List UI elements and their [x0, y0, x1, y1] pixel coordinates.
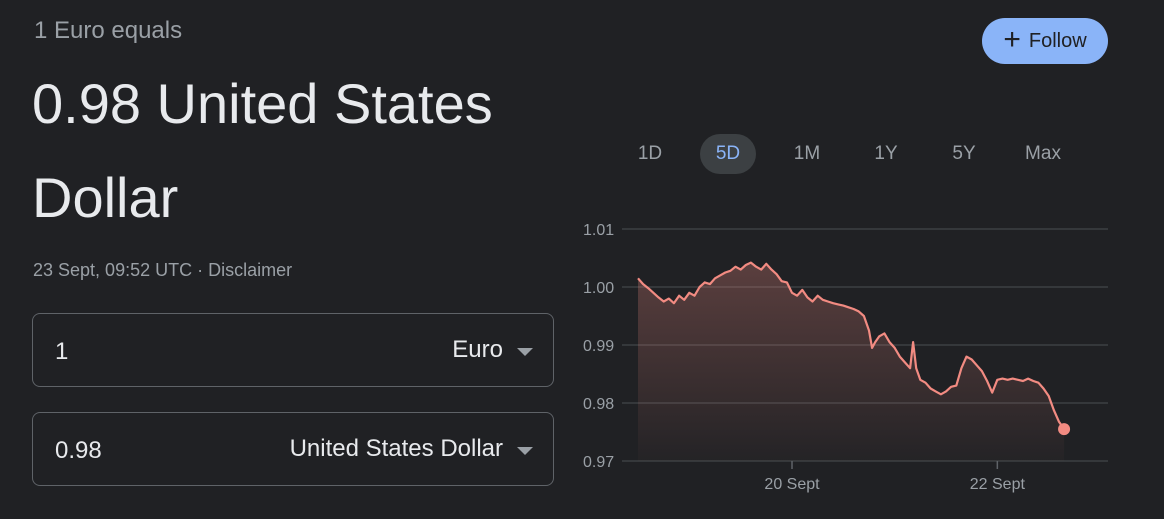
subtitle: 1 Euro equals: [34, 17, 183, 44]
to-currency-select[interactable]: United States Dollar: [289, 435, 503, 462]
to-amount-input[interactable]: 0.98: [55, 437, 102, 464]
range-tab-5y[interactable]: 5Y: [952, 143, 976, 164]
range-tab-1y[interactable]: 1Y: [874, 143, 898, 164]
series-line: [637, 261, 1066, 430]
y-tick-label: 0.98: [583, 396, 614, 413]
y-tick-label: 0.99: [583, 338, 614, 355]
plus-icon: +: [1003, 22, 1021, 56]
from-currency-field[interactable]: 1 Euro: [32, 313, 554, 387]
follow-label: Follow: [1028, 29, 1087, 52]
range-tab-1d[interactable]: 1D: [637, 143, 663, 164]
chevron-down-icon[interactable]: [517, 447, 533, 455]
series-area: [638, 262, 1065, 461]
follow-button[interactable]: + Follow: [982, 18, 1108, 64]
y-tick-label: 1.01: [583, 222, 614, 239]
x-tick-label: 22 Sept: [970, 476, 1026, 493]
timestamp: 23 Sept, 09:52 UTC: [33, 260, 193, 280]
disclaimer-link[interactable]: Disclaimer: [208, 260, 293, 280]
y-tick-label: 1.00: [583, 280, 614, 297]
x-tick-label: 20 Sept: [764, 476, 820, 493]
to-currency-field[interactable]: 0.98 United States Dollar: [32, 412, 554, 486]
from-currency-select[interactable]: Euro: [452, 336, 503, 363]
converted-amount: 0.98 United States: [32, 72, 493, 135]
range-tab-1m[interactable]: 1M: [793, 143, 821, 164]
separator: ·: [192, 260, 209, 280]
range-tab-5d[interactable]: 5D: [700, 134, 756, 174]
y-tick-label: 0.97: [583, 454, 614, 471]
chevron-down-icon[interactable]: [517, 348, 533, 356]
converted-currency: Dollar: [32, 166, 179, 229]
range-tab-max[interactable]: Max: [1025, 143, 1061, 164]
from-amount-input[interactable]: 1: [55, 338, 69, 365]
current-point: [1058, 423, 1071, 436]
timestamp-line: 23 Sept, 09:52 UTC · Disclaimer: [33, 260, 292, 281]
